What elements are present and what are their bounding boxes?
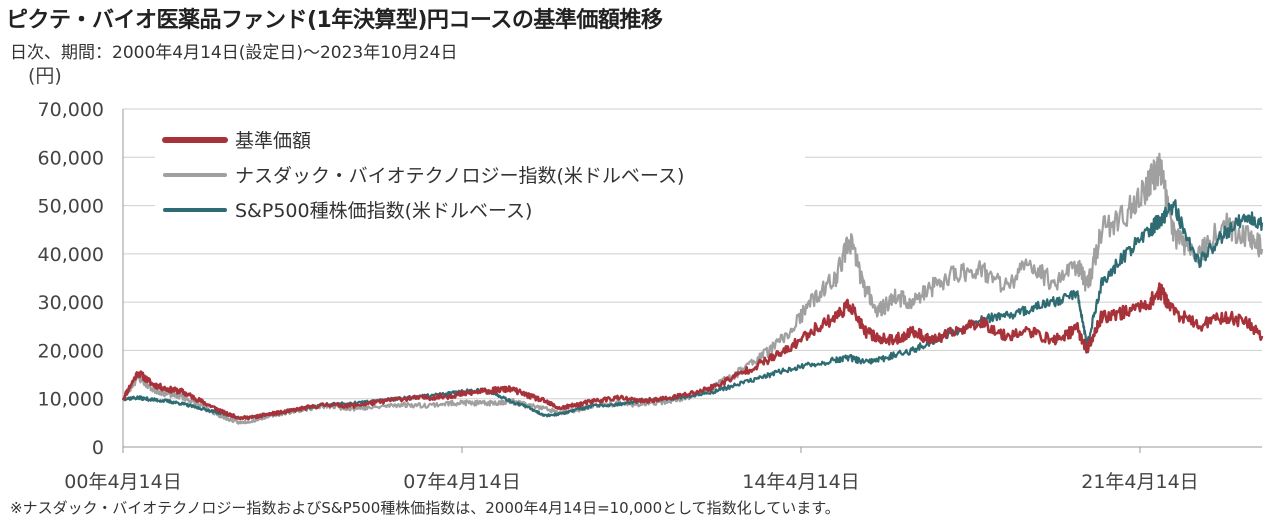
footnote: ※ナスダック・バイオテクノロジー指数およびS&P500種株価指数は、2000年4… [10,499,840,517]
series-line-1 [121,152,1264,425]
series-line-0 [121,282,1264,421]
y-tick-label: 50,000 [38,196,104,218]
chart-subtitle: 日次、期間：2000年4月14日(設定日)〜2023年10月24日 [10,43,458,63]
axes: (円) 0 10,000 20,000 30,000 40,000 50,000 60,000… [28,65,1262,493]
series-lines [121,152,1264,425]
legend-label: S&P500種株価指数(米ドルベース) [235,200,532,222]
y-tick-label: 40,000 [38,244,104,266]
y-tick-label: 10,000 [38,389,104,411]
y-tick-label: 60,000 [38,147,104,169]
y-unit-label: (円) [28,65,62,87]
x-tick-label: 00年4月14日 [64,471,181,493]
x-tick-label: 07年4月14日 [403,471,520,493]
y-tick-label: 30,000 [38,292,104,314]
legend-background [155,118,805,226]
y-tick-label: 70,000 [38,99,104,121]
y-tick-label: 0 [92,437,104,459]
legend-label: ナスダック・バイオテクノロジー指数(米ドルベース) [235,165,684,187]
y-tick-label: 20,000 [38,340,104,362]
chart-title: ピクテ・バイオ医薬品ファンド(1年決算型)円コースの基準価額推移 [6,8,663,33]
series-line-2 [121,199,1264,420]
x-tick-label: 14年4月14日 [742,471,859,493]
x-tick-label: 21年4月14日 [1081,471,1198,493]
legend-label: 基準価額 [235,130,311,152]
